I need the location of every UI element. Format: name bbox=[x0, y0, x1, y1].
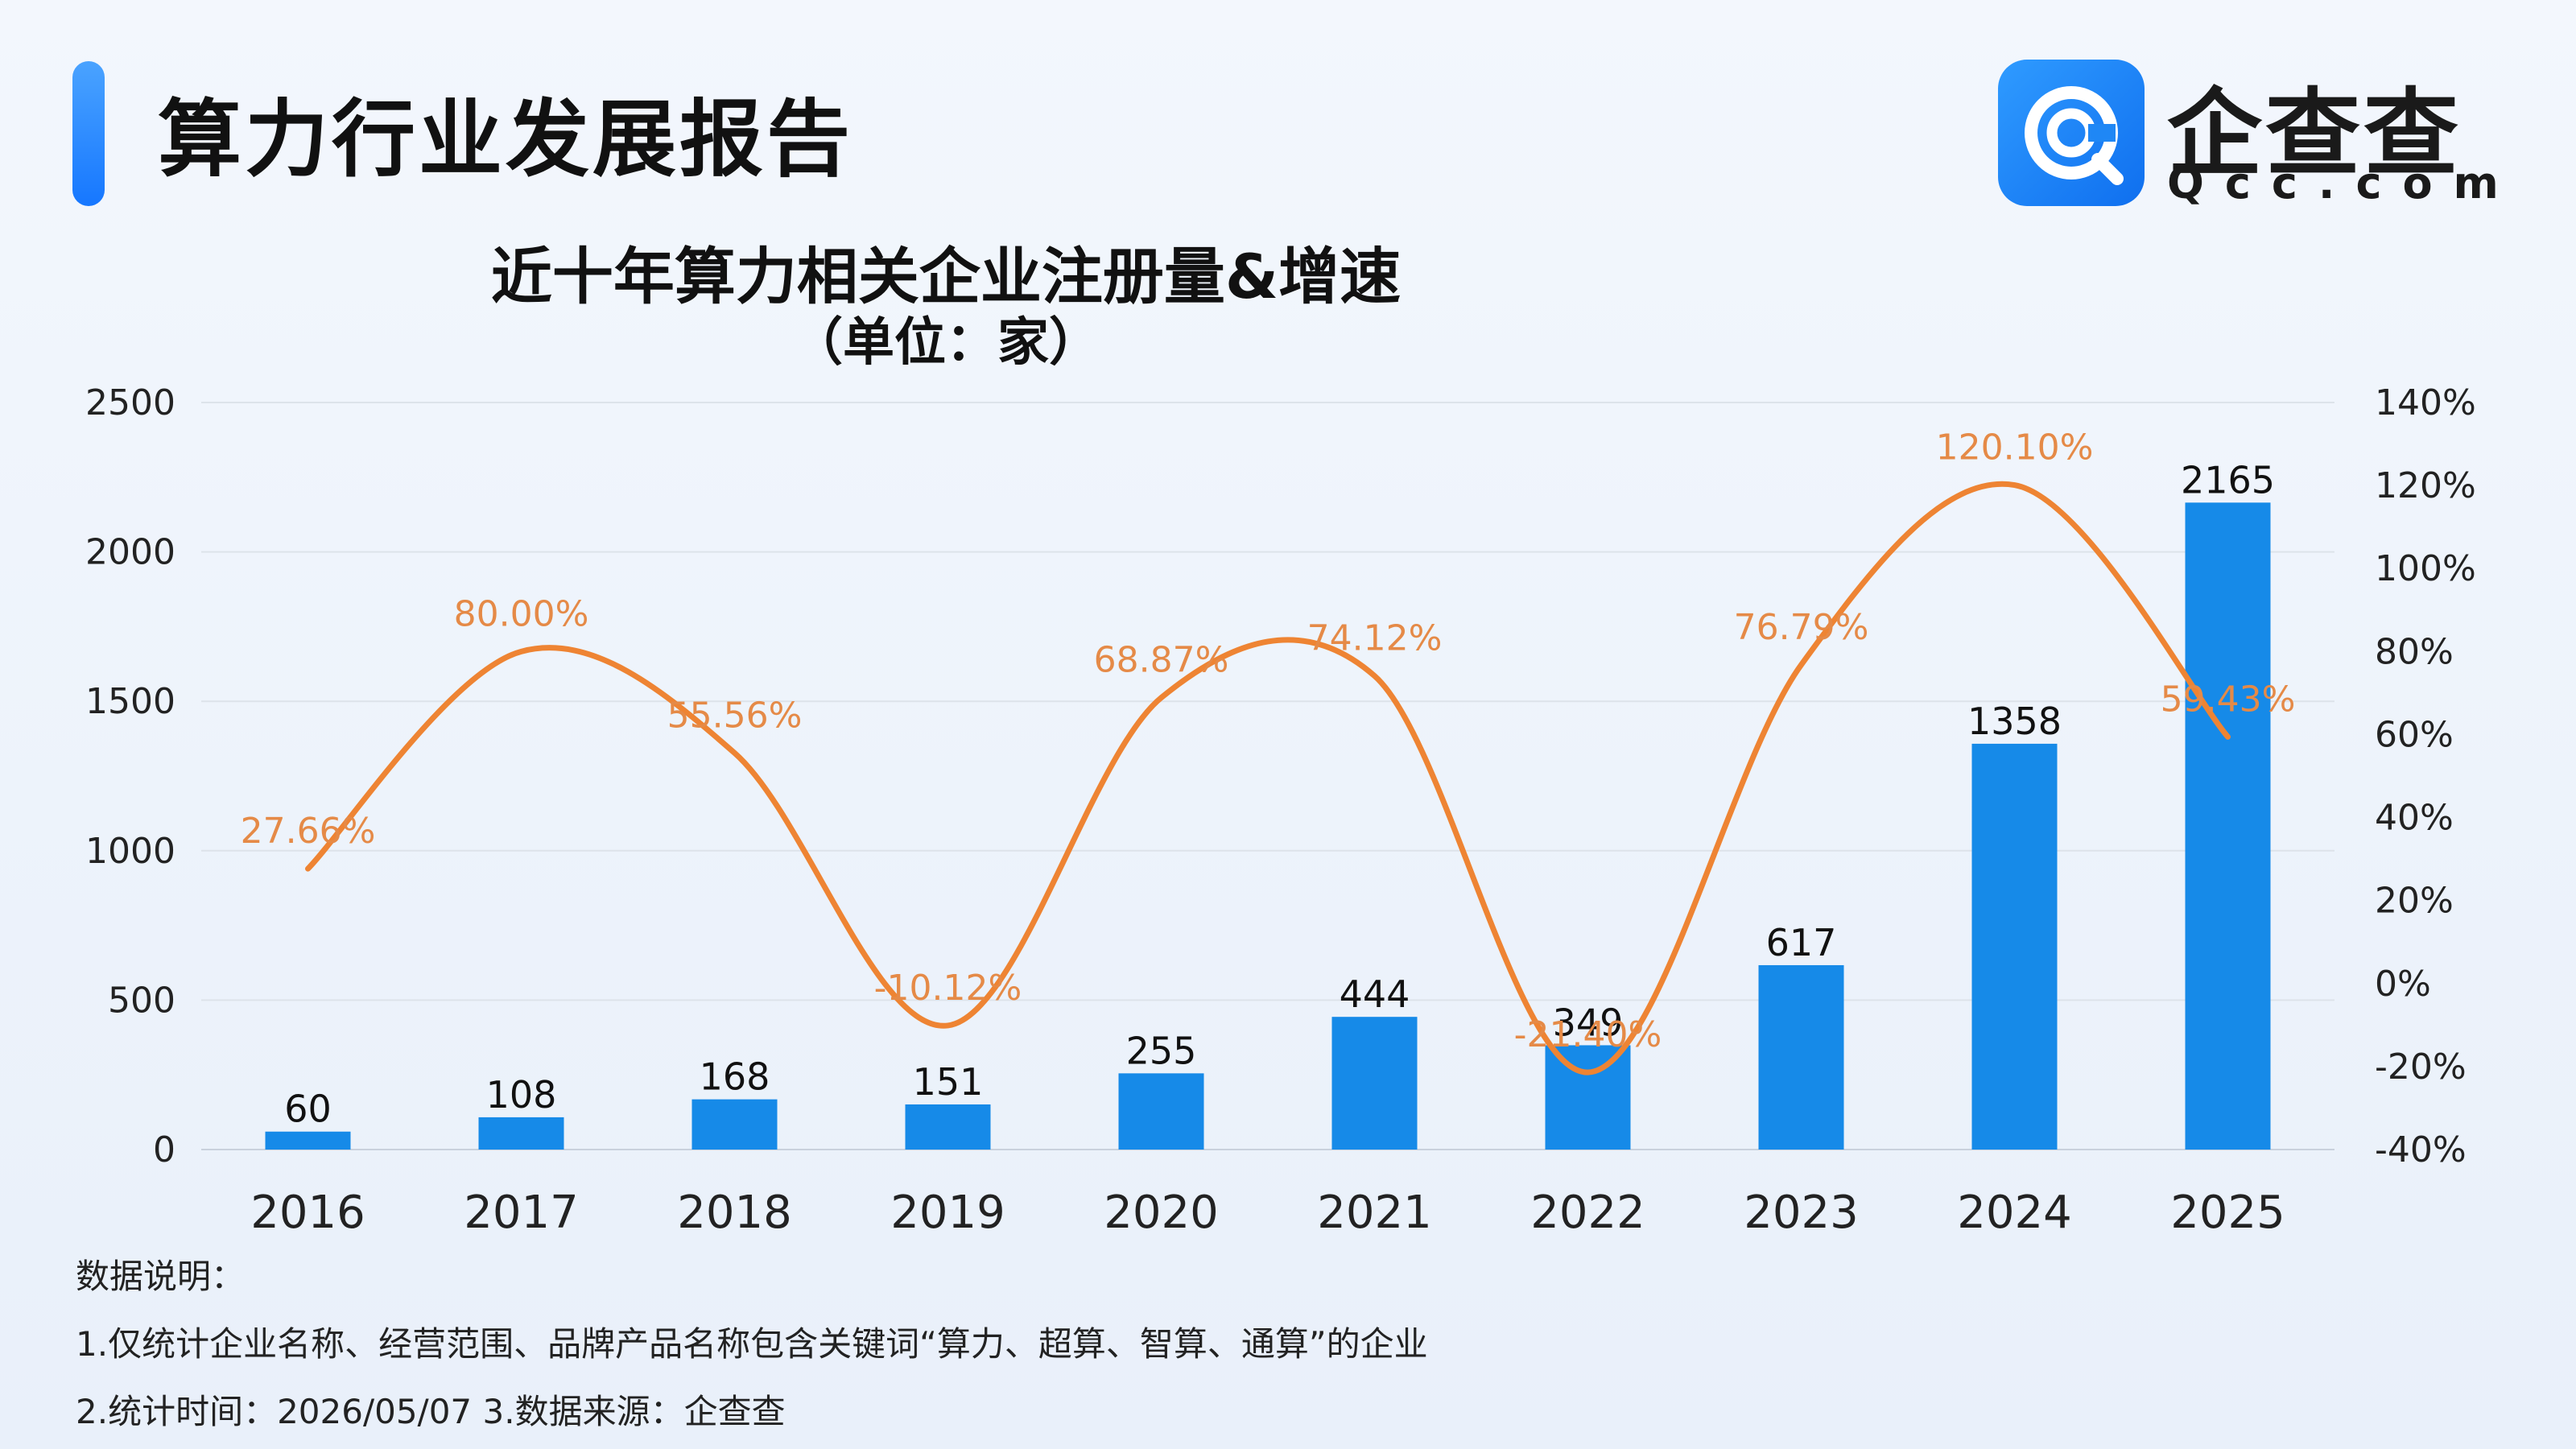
y-right-tick-label: -20% bbox=[2375, 1046, 2467, 1088]
notes-line-2: 2.统计时间：2026/05/07 3.数据来源：企查查 bbox=[76, 1392, 786, 1431]
growth-rate-label: -10.12% bbox=[874, 968, 1022, 1009]
qcc-logo-icon bbox=[1998, 60, 2145, 206]
x-tick-label: 2019 bbox=[890, 1187, 1005, 1239]
bar-value-label: 2165 bbox=[2181, 458, 2275, 502]
logo-domain: Qcc.com bbox=[2167, 158, 2520, 208]
x-tick-label: 2025 bbox=[2170, 1187, 2285, 1239]
bar bbox=[265, 1131, 351, 1150]
x-tick-label: 2022 bbox=[1530, 1187, 1645, 1239]
notes-heading: 数据说明： bbox=[76, 1257, 246, 1296]
bar-value-label: 60 bbox=[284, 1088, 332, 1131]
y-left-tick-label: 1500 bbox=[85, 681, 175, 722]
x-tick-label: 2017 bbox=[464, 1187, 579, 1239]
y-left-tick-label: 500 bbox=[108, 980, 175, 1021]
report-title: 算力行业发展报告 bbox=[158, 90, 854, 188]
growth-rate-label: 59.43% bbox=[2161, 679, 2296, 720]
y-right-tick-label: 40% bbox=[2375, 798, 2454, 839]
bar bbox=[905, 1104, 991, 1150]
y-left-tick-label: 0 bbox=[153, 1129, 175, 1170]
bar-value-label: 617 bbox=[1766, 921, 1837, 964]
title-accent-bar bbox=[72, 61, 105, 206]
chart-subtitle: （单位：家） bbox=[791, 313, 1100, 373]
y-right-tick-label: 60% bbox=[2375, 714, 2454, 755]
growth-rate-line bbox=[305, 481, 2231, 1075]
y-left-tick-label: 1000 bbox=[85, 831, 175, 872]
bar-value-label: 349 bbox=[1553, 1001, 1624, 1044]
growth-rate-label: 27.66% bbox=[241, 811, 376, 852]
growth-rate-label: 120.10% bbox=[1936, 427, 2094, 469]
bar bbox=[2185, 502, 2271, 1150]
logo-name: 企查查 bbox=[2167, 78, 2462, 189]
y-left-tick-label: 2500 bbox=[85, 382, 175, 423]
x-tick-label: 2023 bbox=[1744, 1187, 1859, 1239]
bar bbox=[1971, 743, 2058, 1150]
x-tick-label: 2020 bbox=[1104, 1187, 1219, 1239]
bar bbox=[1758, 964, 1844, 1150]
y-right-tick-label: 120% bbox=[2375, 465, 2476, 506]
bar-value-label: 255 bbox=[1126, 1029, 1197, 1072]
y-left-tick-label: 2000 bbox=[85, 532, 175, 573]
bar bbox=[1331, 1017, 1418, 1150]
bar bbox=[1545, 1045, 1631, 1150]
growth-rate-label: 74.12% bbox=[1307, 618, 1443, 659]
x-tick-label: 2024 bbox=[1957, 1187, 2072, 1239]
x-tick-label: 2021 bbox=[1317, 1187, 1432, 1239]
bar bbox=[691, 1099, 778, 1150]
y-right-tick-label: 0% bbox=[2375, 964, 2431, 1005]
chart-title: 近十年算力相关企业注册量&增速 bbox=[490, 241, 1402, 312]
bar-value-label: 1358 bbox=[1967, 700, 2062, 743]
y-right-tick-label: 80% bbox=[2375, 631, 2454, 672]
growth-rate-label: 80.00% bbox=[454, 593, 589, 634]
notes-line-1: 1.仅统计企业名称、经营范围、品牌产品名称包含关键词“算力、超算、智算、通算”的… bbox=[76, 1324, 1428, 1364]
bar bbox=[1118, 1073, 1204, 1150]
x-tick-label: 2018 bbox=[677, 1187, 792, 1239]
y-right-tick-label: 140% bbox=[2375, 382, 2476, 423]
y-right-tick-label: 20% bbox=[2375, 881, 2454, 922]
y-right-tick-label: 100% bbox=[2375, 548, 2476, 589]
bar-value-label: 151 bbox=[913, 1060, 984, 1104]
growth-rate-label: -21.40% bbox=[1514, 1014, 1662, 1055]
y-right-tick-label: -40% bbox=[2375, 1129, 2467, 1170]
bar-value-label: 108 bbox=[486, 1073, 557, 1117]
bar bbox=[478, 1117, 564, 1150]
bar-value-label: 444 bbox=[1340, 972, 1410, 1016]
growth-rate-label: 76.79% bbox=[1734, 607, 1869, 648]
growth-rate-label: 55.56% bbox=[667, 695, 803, 736]
x-tick-label: 2016 bbox=[250, 1187, 365, 1239]
bar-value-label: 168 bbox=[700, 1055, 770, 1099]
growth-rate-label: 68.87% bbox=[1094, 640, 1229, 681]
